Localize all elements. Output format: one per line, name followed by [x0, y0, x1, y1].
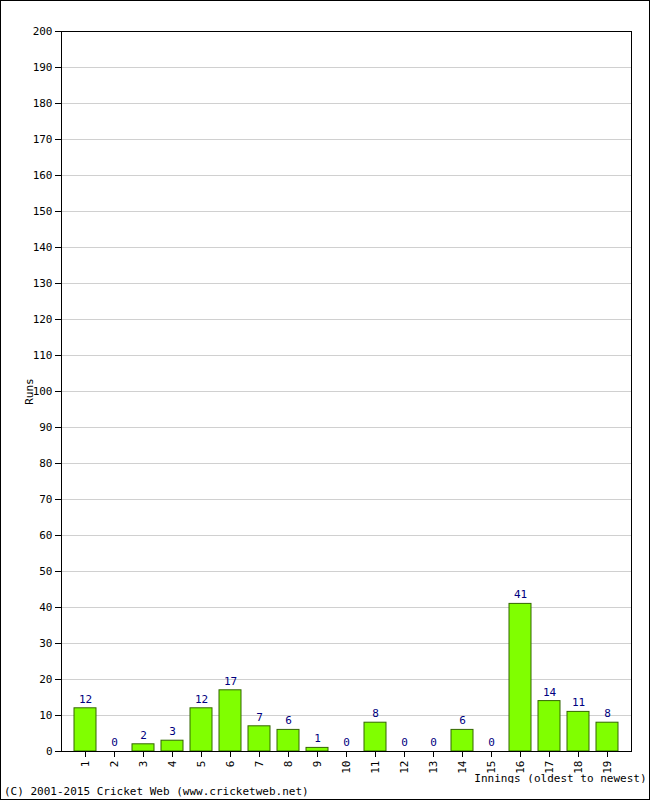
svg-text:160: 160 [33, 169, 53, 182]
html-text:(C) 2001-2015 Cricket Web (www: (C) 2001-2015 Cricket Web (www.cricketwe… [4, 785, 309, 798]
svg-text:3: 3 [137, 761, 150, 768]
svg-text:0: 0 [401, 736, 408, 749]
svg-text:0: 0 [343, 736, 350, 749]
svg-text:18: 18 [572, 760, 585, 774]
svg-text:14: 14 [456, 760, 469, 774]
svg-text:90: 90 [39, 421, 52, 434]
svg-text:8: 8 [282, 761, 295, 768]
svg-text:41: 41 [514, 588, 527, 601]
svg-text:6: 6 [285, 714, 292, 727]
svg-text:12: 12 [195, 693, 208, 706]
svg-text:13: 13 [427, 761, 440, 774]
svg-text:170: 170 [33, 133, 53, 146]
svg-text:12: 12 [398, 761, 411, 774]
svg-text:14: 14 [543, 686, 557, 699]
svg-text:120: 120 [33, 313, 53, 326]
svg-text:5: 5 [195, 761, 208, 768]
svg-text:0: 0 [46, 745, 53, 758]
svg-text:190: 190 [33, 61, 53, 74]
svg-text:3: 3 [169, 725, 176, 738]
svg-text:30: 30 [39, 637, 52, 650]
svg-text:1: 1 [79, 761, 92, 768]
svg-text:11: 11 [369, 761, 382, 774]
svg-text:8: 8 [372, 707, 379, 720]
svg-text:17: 17 [543, 760, 556, 774]
svg-text:0: 0 [111, 736, 118, 749]
svg-text:6: 6 [224, 761, 237, 768]
svg-text:10: 10 [39, 709, 52, 722]
svg-text:110: 110 [33, 349, 53, 362]
svg-text:15: 15 [485, 760, 498, 774]
svg-text:20: 20 [39, 673, 52, 686]
svg-text:Runs: Runs [23, 378, 36, 405]
svg-text:Innings (oldest to newest): Innings (oldest to newest) [474, 772, 646, 784]
svg-text:70: 70 [39, 493, 52, 506]
svg-text:0: 0 [430, 736, 437, 749]
svg-text:100: 100 [32, 385, 53, 398]
svg-text:12: 12 [79, 693, 92, 706]
svg-text:8: 8 [604, 707, 611, 720]
svg-text:7: 7 [253, 761, 266, 768]
svg-text:11: 11 [572, 696, 585, 709]
svg-text:4: 4 [166, 760, 179, 767]
svg-text:140: 140 [33, 241, 53, 254]
svg-text:7: 7 [256, 711, 263, 724]
svg-text:6: 6 [459, 714, 466, 727]
svg-text:60: 60 [39, 529, 52, 542]
svg-text:17: 17 [224, 675, 237, 688]
svg-text:16: 16 [514, 760, 527, 774]
svg-text:9: 9 [311, 761, 324, 768]
svg-text:1: 1 [314, 732, 321, 745]
svg-text:130: 130 [33, 277, 53, 290]
svg-text:2: 2 [140, 729, 147, 742]
svg-text:0: 0 [488, 736, 495, 749]
svg-text:150: 150 [33, 205, 53, 218]
svg-text:19: 19 [601, 760, 614, 774]
svg-text:180: 180 [33, 97, 53, 110]
svg-text:50: 50 [39, 565, 52, 578]
svg-text:40: 40 [39, 601, 52, 614]
svg-text:80: 80 [39, 457, 52, 470]
svg-text:2: 2 [108, 761, 121, 768]
svg-text:10: 10 [340, 761, 353, 774]
svg-text:200: 200 [33, 25, 53, 38]
